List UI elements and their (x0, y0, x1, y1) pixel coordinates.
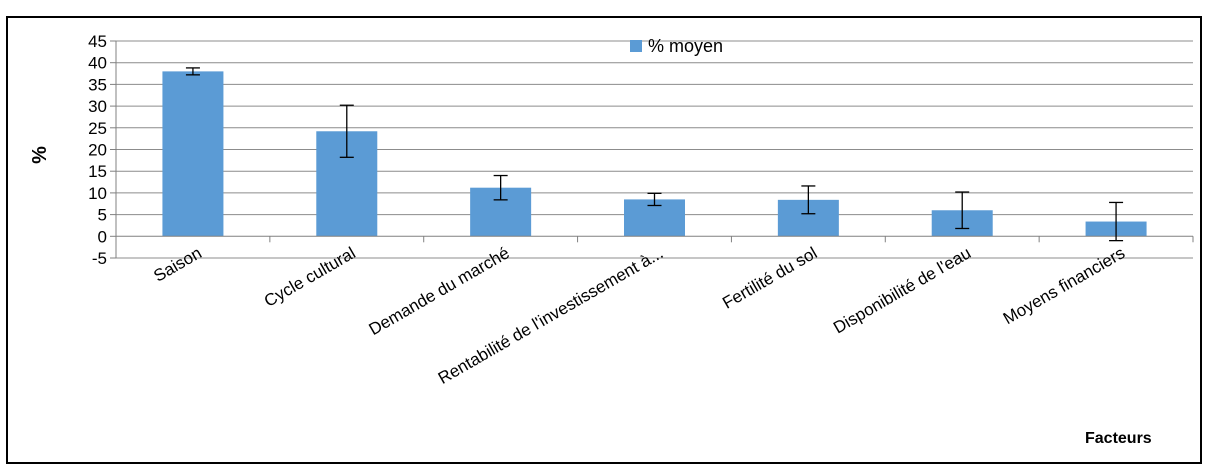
y-axis-title: % (29, 146, 51, 164)
x-category-label: Moyens financiers (1000, 243, 1128, 328)
y-tick-label: 20 (88, 141, 107, 160)
y-tick-label: 40 (88, 54, 107, 73)
axes (115, 41, 1194, 258)
x-axis-title: Facteurs (1085, 430, 1152, 447)
error-bars (185, 67, 1124, 242)
y-tick-label: 15 (88, 162, 107, 181)
y-tick-label: 10 (88, 184, 107, 203)
legend-label: % moyen (648, 36, 723, 56)
y-tick-label: -5 (92, 249, 107, 268)
legend: % moyen (630, 36, 723, 56)
bar (162, 71, 224, 237)
y-tick-label: 30 (88, 97, 107, 116)
y-tick-label: 25 (88, 119, 107, 138)
y-tick-label: 5 (98, 206, 107, 225)
y-tick-label: 35 (88, 75, 107, 94)
x-category-label: Saison (150, 243, 205, 285)
y-tick-label: 45 (88, 32, 107, 51)
x-axis-category-labels: Saison Cycle cultural Demande du marchéRen… (150, 243, 1128, 388)
x-category-label: Fertilité du sol (719, 243, 820, 312)
gridlines (110, 40, 1193, 259)
y-axis-tick-labels: 45 40 35 30 25 20 15 10 5 0 -5 (88, 32, 107, 268)
x-category-label: Disponibilité de l'eau (830, 243, 974, 337)
x-category-label: Cycle cultural (261, 243, 359, 310)
legend-swatch (630, 40, 642, 52)
y-tick-label: 0 (98, 227, 107, 246)
bars (162, 71, 1147, 237)
